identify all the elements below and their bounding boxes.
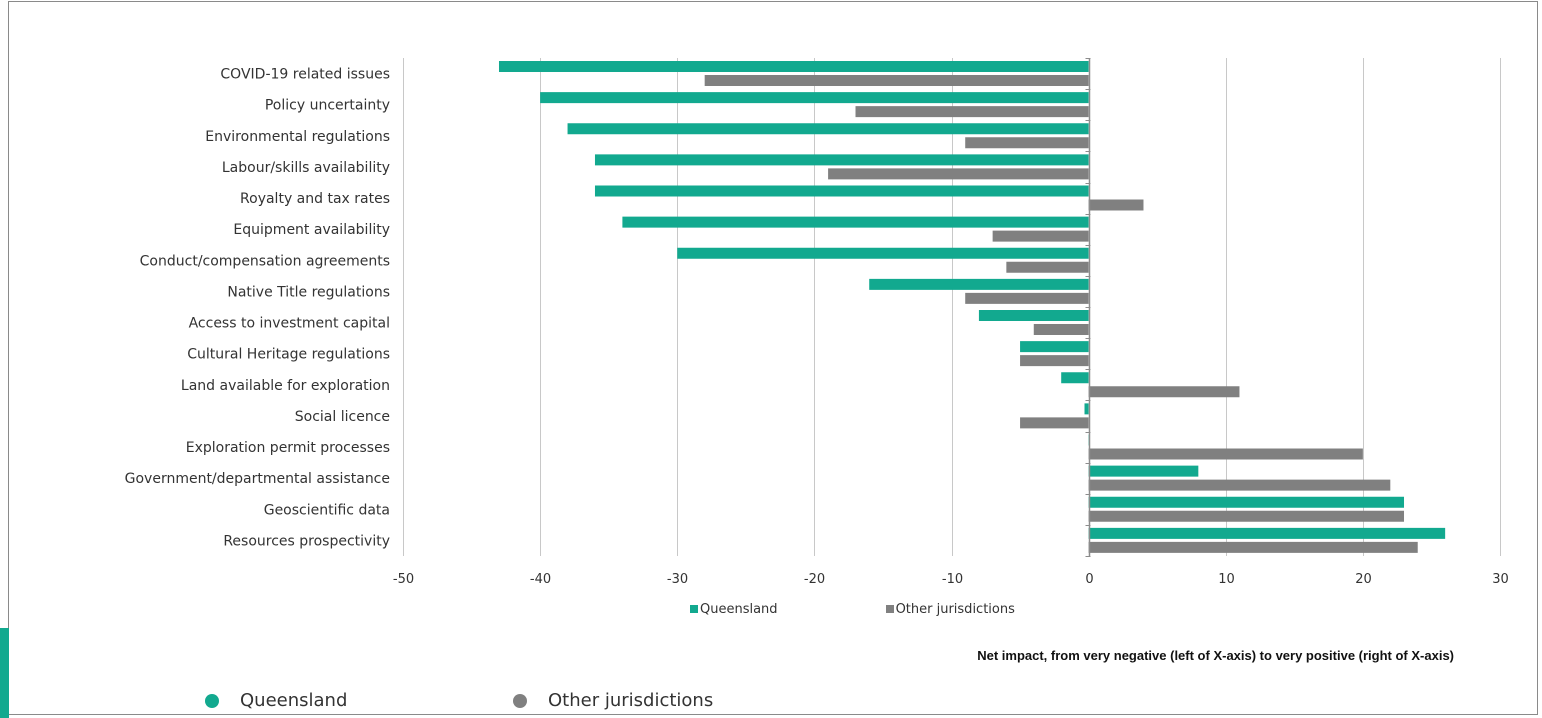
category-label: Government/departmental assistance (125, 471, 390, 487)
bottom-legend-label-queensland: Queensland (240, 690, 348, 711)
x-tick-label: -50 (393, 572, 414, 587)
category-label: Equipment availability (233, 222, 390, 238)
category-label: Labour/skills availability (222, 160, 390, 176)
category-label: Social licence (295, 409, 390, 425)
category-label: Land available for exploration (181, 378, 390, 394)
bars (498, 61, 1446, 553)
legend-swatch-other-jurisdictions (885, 605, 894, 613)
x-axis-title: Net impact, from very negative (left of … (977, 648, 1454, 663)
bar-other-jurisdictions (1088, 386, 1240, 398)
bar-other-jurisdictions (1033, 324, 1089, 335)
bar-queensland (869, 278, 1089, 290)
bottom-legend-item-other-jurisdictions: Other jurisdictions (513, 690, 713, 711)
bar-other-jurisdictions (855, 106, 1089, 118)
bar-other-jurisdictions (828, 168, 1089, 180)
bar-queensland (1020, 341, 1089, 353)
bottom-legend-label-other-jurisdictions: Other jurisdictions (548, 690, 714, 711)
legend-item-other-jurisdictions: Other jurisdictions (885, 601, 1015, 617)
bar-queensland (540, 92, 1089, 104)
bar-other-jurisdictions (1020, 355, 1089, 367)
category-label: COVID-19 related issues (220, 67, 390, 83)
queensland-dot-icon (205, 693, 219, 708)
bar-queensland (567, 123, 1089, 135)
bar-other-jurisdictions (992, 230, 1089, 242)
bar-queensland (1084, 403, 1089, 415)
legend-swatch-queensland (690, 605, 698, 613)
bar-other-jurisdictions (1020, 417, 1089, 429)
accent-stripe (0, 628, 9, 718)
bar-queensland (594, 185, 1089, 197)
gridlines (403, 58, 1501, 556)
bar-other-jurisdictions (965, 292, 1089, 304)
chart-frame (8, 1, 1538, 715)
x-tick-label: 10 (1218, 572, 1235, 587)
x-tick-label: 0 (1085, 572, 1093, 587)
bar-other-jurisdictions (965, 137, 1089, 149)
x-tick-label: -30 (667, 572, 688, 587)
bar-queensland (594, 154, 1089, 166)
bar-other-jurisdictions (1088, 541, 1418, 553)
x-tick-label: -40 (530, 572, 551, 587)
x-tick-label: -10 (942, 572, 963, 587)
category-label: Exploration permit processes (186, 440, 390, 456)
category-label: Policy uncertainty (265, 98, 390, 114)
axes (1085, 58, 1091, 557)
category-label: Environmental regulations (205, 129, 390, 145)
category-label: Geoscientific data (264, 502, 390, 518)
bar-other-jurisdictions (704, 75, 1089, 86)
bottom-legend-item-queensland: Queensland (205, 690, 513, 711)
labels: -50 -40 -30 -20 -10 0 10 20 30 COVID-19 related i… (125, 67, 1509, 587)
other-jurisdictions-dot-icon (513, 693, 527, 708)
bar-queensland (1088, 465, 1199, 477)
category-label: Conduct/compensation agreements (140, 253, 390, 269)
chart-legend: Queensland Other jurisdictions (690, 599, 1015, 619)
category-label: Access to investment capital (189, 316, 390, 332)
bar-queensland (978, 310, 1089, 321)
category-label: Royalty and tax rates (240, 191, 390, 207)
category-label: Cultural Heritage regulations (187, 347, 390, 363)
x-tick-label: 30 (1492, 572, 1509, 587)
bottom-legend: Queensland Other jurisdictions (205, 690, 713, 711)
bar-other-jurisdictions (1088, 448, 1363, 460)
bar-other-jurisdictions (1088, 510, 1405, 522)
x-tick-label: 20 (1355, 572, 1372, 587)
bar-other-jurisdictions (1006, 261, 1089, 273)
bar-queensland (622, 216, 1089, 228)
category-label: Native Title regulations (227, 284, 390, 300)
legend-label-other-jurisdictions: Other jurisdictions (895, 601, 1015, 617)
bar-other-jurisdictions (1088, 199, 1144, 211)
x-tick-label: -20 (804, 572, 825, 587)
bar-queensland (498, 61, 1089, 72)
category-label: Resources prospectivity (223, 533, 390, 549)
bar-queensland (1088, 496, 1405, 508)
bar-other-jurisdictions (1088, 479, 1391, 491)
bar-queensland (677, 247, 1089, 259)
bar-queensland (1088, 527, 1446, 539)
bar-queensland (1061, 372, 1089, 384)
legend-item-queensland: Queensland (690, 602, 778, 617)
legend-label-queensland: Queensland (700, 601, 778, 617)
